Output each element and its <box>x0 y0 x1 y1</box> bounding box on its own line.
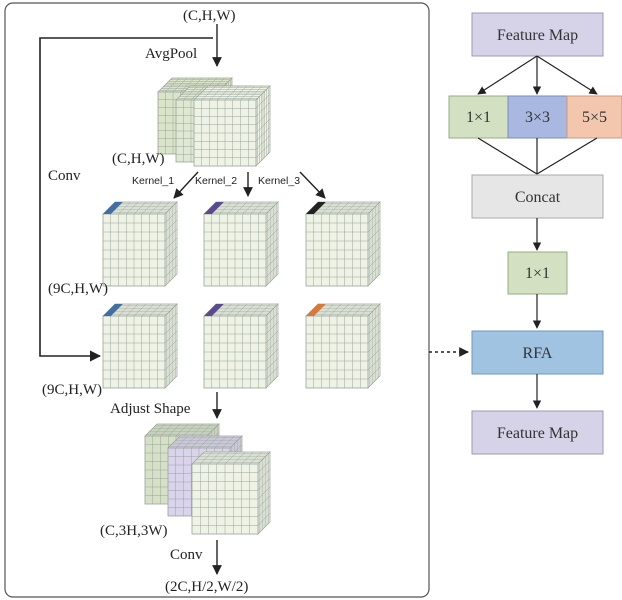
branch-1x1-text: 1×1 <box>466 109 491 126</box>
conv9c-cube-1-grid <box>103 303 178 388</box>
feature-map-top-text: Feature Map <box>497 27 578 44</box>
right-panel: Feature Map 1×1 3×3 5×5 Concat 1×1 RFA F… <box>448 12 622 455</box>
conv9c-cube-3 <box>305 303 381 389</box>
branch5-to-concat-line <box>536 137 598 175</box>
kernel3-cube-grid <box>306 201 381 286</box>
adjust-shape-label: Adjust Shape <box>110 401 191 417</box>
avgpool-cube-front <box>193 85 271 167</box>
kernel-2-label: Kernel_2 <box>195 175 237 187</box>
kernel3-cube-stripe <box>306 202 326 214</box>
conv9c-cube-3-stripe <box>306 304 326 316</box>
conv9c-cube-3-grid <box>306 303 381 388</box>
rfa-box <box>471 330 604 375</box>
conv9c-cube-1 <box>102 303 178 389</box>
kernel1-cube <box>102 201 178 287</box>
kernel-1-label: Kernel_1 <box>132 175 174 187</box>
branch-5x5-text: 5×5 <box>582 109 607 126</box>
left-panel-frame <box>4 2 430 598</box>
conv9c-cube-2-grid <box>204 303 279 388</box>
kernel2-cube <box>203 201 279 287</box>
feature-map-bottom-box <box>471 410 604 455</box>
conv9c-cube-2-stripe <box>204 304 224 316</box>
rfa-text: RFA <box>523 345 553 362</box>
fm-to-branch1-line <box>477 55 538 95</box>
kernel2-cube-stripe <box>204 202 224 214</box>
conv-skip-arrow <box>39 37 213 362</box>
output-dim-label: (2C,H/2,W/2) <box>165 579 248 595</box>
feature-map-top-box <box>471 12 604 57</box>
input-dim-label: (C,H,W) <box>183 8 236 24</box>
dim-9c-bottom-label: (9C,H,W) <box>42 382 102 398</box>
conv9c-cube-1-stripe <box>103 304 123 316</box>
feature-map-bottom-text: Feature Map <box>497 425 578 442</box>
pooled-dim-label: (C,H,W) <box>112 151 165 167</box>
adjusted-cube-front <box>191 451 271 535</box>
adjusted-dim-label: (C,3H,3W) <box>100 523 168 539</box>
adjusted-cube-front-grid <box>192 451 271 534</box>
concat-text: Concat <box>515 189 561 206</box>
conv-1x1-text: 1×1 <box>525 265 550 282</box>
kernel-1-arrow <box>173 171 199 199</box>
branch-5x5-box <box>566 95 622 139</box>
cube-layer <box>102 77 381 535</box>
conv-side-label: Conv <box>48 168 81 184</box>
conv9c-cube-2 <box>203 303 279 389</box>
branch-3x3-text: 3×3 <box>525 109 550 126</box>
kernel3-cube <box>305 201 381 287</box>
fm-to-branch5-line <box>536 55 598 95</box>
kernel1-cube-stripe <box>103 202 123 214</box>
conv-bottom-label: Conv <box>170 547 203 563</box>
concat-box <box>471 174 604 219</box>
kernel2-cube-grid <box>204 201 279 286</box>
branch1-to-concat-line <box>477 137 538 175</box>
avgpool-label: AvgPool <box>145 46 197 62</box>
kernel-3-arrow <box>299 171 326 199</box>
dim-9c-top-label: (9C,H,W) <box>48 281 108 297</box>
avgpool-cube-front-grid <box>194 85 271 166</box>
kernel1-cube-grid <box>103 201 178 286</box>
kernel-3-label: Kernel_3 <box>258 175 300 187</box>
